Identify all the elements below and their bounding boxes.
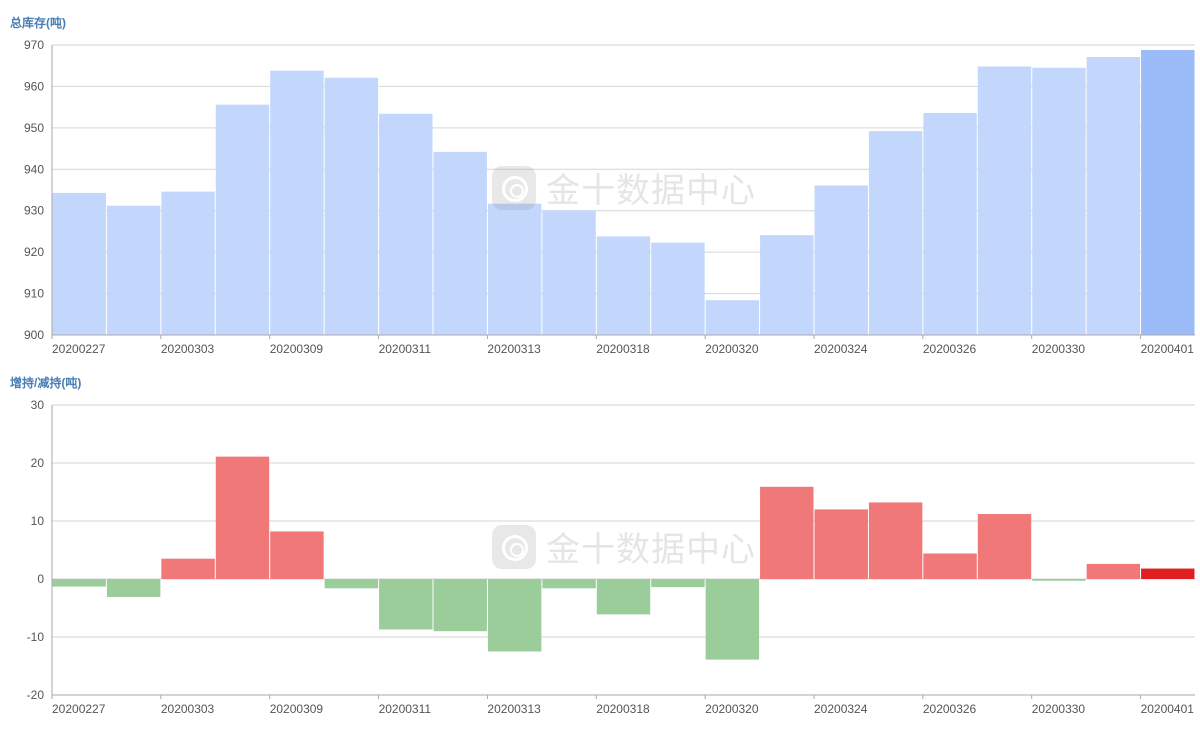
bar (1086, 563, 1141, 579)
x-tick-label: 20200320 (705, 702, 759, 716)
bar (977, 514, 1032, 579)
y-tick-label: -10 (27, 630, 45, 644)
x-tick-label: 20200309 (270, 342, 324, 356)
x-tick-label: 20200311 (379, 702, 432, 716)
bar (324, 77, 379, 335)
y-tick-label: 970 (24, 38, 44, 52)
bar (379, 579, 433, 630)
bar (977, 66, 1032, 336)
x-tick-label: 20200320 (705, 342, 759, 356)
x-tick-label: 20200324 (814, 342, 868, 356)
bar (542, 579, 596, 589)
bar (487, 579, 542, 652)
x-tick-label: 20200318 (596, 702, 650, 716)
y-tick-label: 10 (31, 514, 45, 528)
bar (324, 579, 379, 589)
x-tick-label: 20200303 (161, 702, 215, 716)
bar (596, 579, 651, 615)
change-chart-title: 增持/减持(吨) (10, 376, 82, 390)
x-tick-label: 20200324 (814, 702, 868, 716)
y-tick-label: 20 (31, 456, 45, 470)
bar (270, 531, 324, 579)
bar (868, 502, 923, 579)
x-tick-label: 20200401 (1141, 342, 1195, 356)
bar (814, 185, 868, 335)
bar (923, 112, 977, 335)
bar (270, 70, 324, 335)
y-tick-label: 920 (24, 245, 44, 259)
x-tick-label: 20200313 (487, 702, 541, 716)
bar (814, 509, 868, 579)
bar (596, 236, 651, 335)
inventory-chart-title: 总库存(吨) (10, 16, 66, 30)
y-tick-label: 930 (24, 204, 44, 218)
bar (52, 579, 106, 587)
x-tick-label: 20200401 (1141, 702, 1195, 716)
bar (651, 242, 705, 335)
bar (52, 192, 106, 335)
x-tick-label: 20200313 (487, 342, 541, 356)
bar (487, 203, 542, 335)
y-tick-label: 0 (37, 572, 44, 586)
bar (705, 300, 760, 335)
y-tick-label: 910 (24, 287, 44, 301)
bar (1032, 579, 1086, 581)
bar (1086, 57, 1141, 336)
y-tick-label: 900 (24, 328, 44, 342)
bar (868, 131, 923, 335)
y-tick-label: 950 (24, 121, 44, 135)
x-tick-label: 20200318 (596, 342, 650, 356)
x-tick-label: 20200330 (1032, 702, 1086, 716)
bar (542, 210, 596, 335)
x-tick-label: 20200227 (52, 342, 106, 356)
bar (106, 205, 161, 335)
y-tick-label: 960 (24, 79, 44, 93)
bar (705, 579, 760, 660)
x-tick-label: 20200330 (1032, 342, 1086, 356)
y-tick-label: -20 (27, 688, 45, 702)
bar (1141, 568, 1195, 579)
x-tick-label: 20200227 (52, 702, 106, 716)
bar (161, 558, 215, 579)
bar (215, 456, 270, 579)
bar (379, 113, 433, 336)
bar (161, 191, 215, 335)
bar (433, 579, 487, 632)
x-tick-label: 20200311 (379, 342, 432, 356)
bar (651, 579, 705, 588)
bar (1032, 67, 1086, 336)
x-tick-label: 20200326 (923, 702, 977, 716)
bar (106, 579, 161, 597)
bar (760, 235, 814, 335)
x-tick-label: 20200309 (270, 702, 324, 716)
bar (923, 553, 977, 579)
bar (433, 151, 487, 335)
x-tick-label: 20200303 (161, 342, 215, 356)
x-tick-label: 20200326 (923, 342, 977, 356)
bar (215, 104, 270, 336)
bar (1141, 49, 1195, 335)
y-tick-label: 940 (24, 162, 44, 176)
bar (760, 486, 814, 579)
y-tick-label: 30 (31, 398, 45, 412)
